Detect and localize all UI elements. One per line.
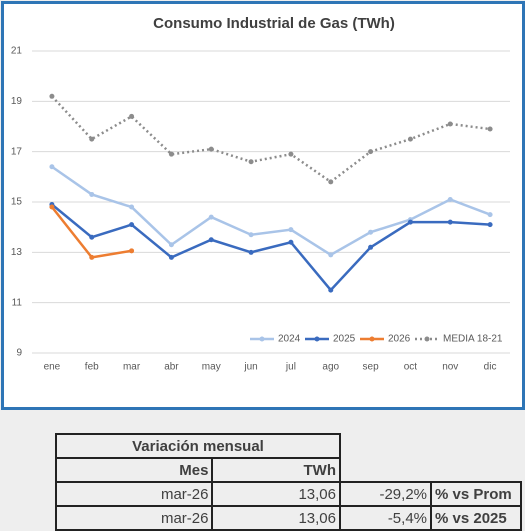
y-tick-label: 17 <box>11 146 23 157</box>
x-tick-label: abr <box>164 362 179 373</box>
point <box>248 159 254 165</box>
cell: -5,4% <box>339 505 432 531</box>
point <box>49 164 55 170</box>
legend-marker <box>424 336 430 342</box>
cell: 13,06 <box>211 481 341 507</box>
x-tick-label: sep <box>363 362 380 373</box>
point <box>89 254 95 260</box>
point <box>168 151 174 157</box>
point <box>89 191 95 197</box>
legend-label: 2026 <box>388 334 411 345</box>
chart: Consumo Industrial de Gas (TWh) 9 11 13 15 1… <box>11 15 510 373</box>
legend-label: 2025 <box>333 334 356 345</box>
y-tick-label: 9 <box>16 348 22 359</box>
chart-frame: Consumo Industrial de Gas (TWh) 9 11 13 15 1… <box>1 1 525 410</box>
x-tick-label: ago <box>322 362 339 373</box>
point <box>368 149 374 155</box>
table: Variación mensual Mes TWh mar-26 13,06 -29,… <box>54 433 522 531</box>
x-tick-label: nov <box>442 362 458 373</box>
point <box>487 126 493 132</box>
x-tick-label: jul <box>285 362 296 373</box>
y-tick-label: 11 <box>12 297 23 308</box>
point <box>49 204 55 210</box>
cell: % vs 2025 <box>430 505 522 531</box>
point <box>89 234 95 240</box>
point <box>487 212 493 218</box>
table-title: Variación mensual <box>55 433 341 459</box>
point <box>407 136 413 142</box>
point <box>129 204 135 210</box>
point <box>129 248 135 254</box>
point <box>447 219 453 225</box>
legend-marker <box>369 336 375 342</box>
point <box>487 222 493 228</box>
point <box>49 93 55 99</box>
y-tick-label: 15 <box>11 197 23 208</box>
x-tick-label: may <box>202 362 221 373</box>
legend-marker <box>314 336 320 342</box>
point <box>447 121 453 127</box>
x-tick-label: oct <box>404 362 418 373</box>
cell: mar-26 <box>54 505 214 531</box>
series-line <box>51 95 491 184</box>
point <box>248 232 254 238</box>
header: Mes <box>54 457 214 483</box>
x-tick-label: dic <box>484 362 497 373</box>
point <box>368 229 374 235</box>
point <box>208 237 214 243</box>
x-tick-label: jun <box>243 362 257 373</box>
point <box>208 214 214 220</box>
series-line <box>51 203 491 292</box>
point <box>328 287 334 293</box>
x-tick-label: mar <box>123 362 141 373</box>
point <box>168 242 174 248</box>
point <box>129 222 135 228</box>
point <box>168 254 174 260</box>
legend-label: MEDIA 18-21 <box>443 334 503 345</box>
point <box>248 249 254 255</box>
point <box>89 136 95 142</box>
cell: -29,2% <box>339 481 432 507</box>
point <box>288 151 294 157</box>
cell: 13,06 <box>211 505 341 531</box>
point <box>208 146 214 152</box>
y-tick-label: 21 <box>11 46 23 57</box>
x-tick-label: feb <box>85 362 99 373</box>
point <box>288 239 294 245</box>
cell: % vs Prom <box>430 481 522 507</box>
series-line <box>51 165 491 257</box>
point <box>129 113 135 119</box>
chart-title: Consumo Industrial de Gas (TWh) <box>153 15 395 32</box>
y-tick-label: 19 <box>11 96 23 107</box>
point <box>447 196 453 202</box>
header: TWh <box>211 457 341 483</box>
y-tick-label: 13 <box>11 247 23 258</box>
point <box>368 244 374 250</box>
point <box>407 219 413 225</box>
x-tick-label: ene <box>44 362 61 373</box>
point <box>328 252 334 258</box>
legend-marker <box>259 336 265 342</box>
cell: mar-26 <box>54 481 214 507</box>
point <box>328 179 334 185</box>
legend-label: 2024 <box>278 334 301 345</box>
point <box>288 227 294 233</box>
